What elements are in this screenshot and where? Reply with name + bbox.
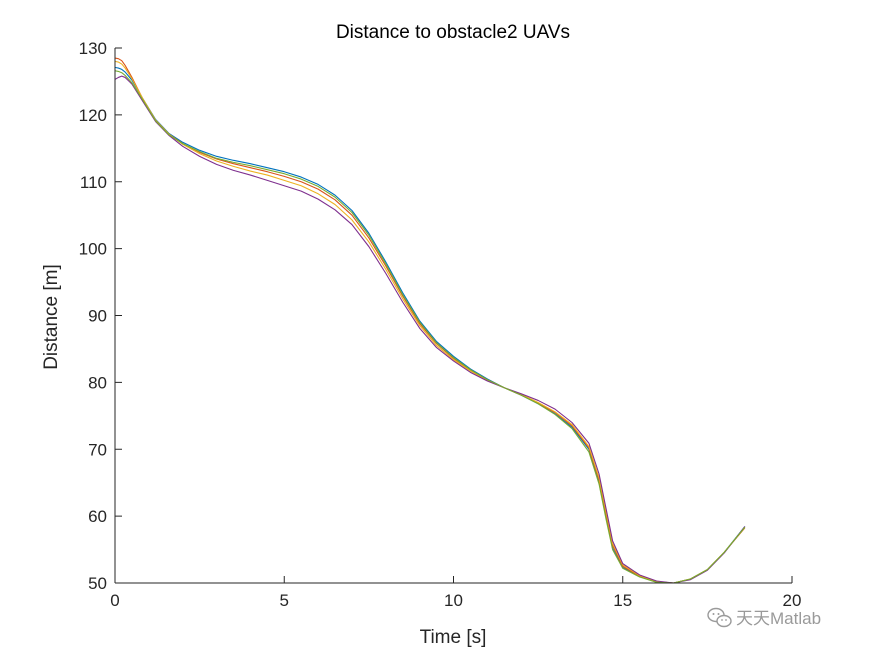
chart-title: Distance to obstacle2 UAVs [336, 22, 570, 43]
y-tick-label: 110 [80, 173, 107, 192]
series-line-5 [114, 70, 746, 584]
y-tick-label: 130 [79, 39, 107, 58]
series-layer [114, 57, 746, 584]
x-tick-label: 15 [613, 591, 632, 610]
plot-area [115, 48, 792, 583]
y-tick-label: 90 [88, 307, 107, 326]
y-axis-title: Distance [m] [41, 264, 62, 370]
y-tick-label: 100 [79, 240, 107, 259]
y-tick-label: 120 [79, 106, 107, 125]
watermark-text: 天天Matlab [736, 609, 821, 628]
series-line-4 [114, 75, 746, 584]
plot-background [115, 48, 792, 583]
watermark: 天天Matlab [707, 607, 821, 628]
y-tick-label: 50 [88, 574, 107, 593]
y-tick-label: 80 [88, 373, 107, 392]
wechat-icon [707, 607, 732, 628]
y-tick-label: 60 [88, 507, 107, 526]
x-axis-title: Time [s] [420, 627, 487, 648]
y-tick-label: 70 [88, 440, 107, 459]
x-tick-label: 20 [783, 591, 802, 610]
x-tick-label: 0 [110, 591, 119, 610]
axes: 0 5 10 15 20 50 60 70 80 90 100 110 120 130 [79, 39, 802, 610]
x-tick-label: 5 [280, 591, 289, 610]
x-tick-label: 10 [444, 591, 463, 610]
